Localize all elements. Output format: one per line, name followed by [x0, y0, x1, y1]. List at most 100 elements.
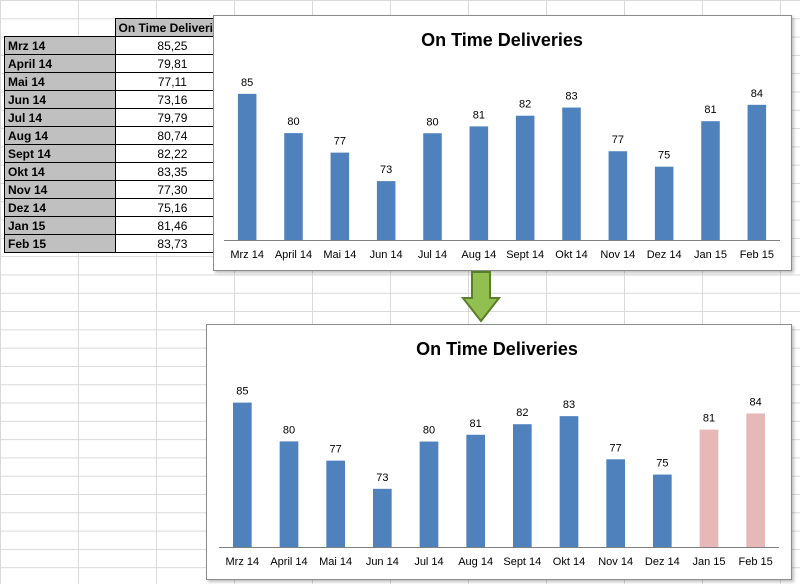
x-tick-label: Feb 15	[739, 556, 773, 568]
data-label: 77	[612, 134, 624, 146]
x-tick-label: Jun 14	[370, 249, 403, 261]
row-value-cell[interactable]: 83,73	[114, 234, 231, 253]
data-label: 77	[334, 136, 346, 148]
x-tick-label: Aug 14	[458, 556, 493, 568]
chart-highlighted-svg: On Time Deliveries 85 Mrz 14 80 April 14 77 Ma…	[219, 339, 779, 568]
data-label: 81	[704, 104, 716, 116]
bar[interactable]	[466, 434, 485, 547]
row-label-cell[interactable]: Sept 14	[4, 144, 116, 163]
x-tick-label: Jan 15	[694, 249, 727, 261]
x-tick-label: Mai 14	[319, 556, 352, 568]
table-row: Okt 14 83,35	[4, 162, 231, 181]
x-tick-label: Nov 14	[600, 249, 635, 261]
bar[interactable]	[330, 152, 350, 240]
table-corner-cell[interactable]	[5, 19, 116, 37]
bar[interactable]	[373, 488, 392, 547]
data-label: 85	[236, 386, 248, 398]
data-label: 77	[330, 444, 342, 456]
chart-title: On Time Deliveries	[416, 339, 578, 359]
row-label-cell[interactable]: Jul 14	[4, 108, 116, 127]
x-tick-label: Jun 14	[366, 556, 399, 568]
bar[interactable]	[608, 151, 628, 240]
x-tick-label: April 14	[270, 556, 307, 568]
data-label: 80	[426, 116, 438, 128]
table-row: Jun 14 73,16	[4, 90, 231, 109]
x-tick-label: Jul 14	[414, 556, 443, 568]
bar[interactable]	[423, 133, 442, 240]
data-label: 84	[750, 396, 762, 408]
x-tick-label: Sept 14	[506, 249, 544, 261]
table-row: Sept 14 82,22	[4, 144, 231, 163]
bar[interactable]	[559, 416, 579, 547]
table-row: Mai 14 77,11	[4, 72, 231, 91]
row-value-cell[interactable]: 79,79	[114, 108, 231, 127]
row-value-cell[interactable]: 79,81	[114, 54, 231, 73]
chart-title: On Time Deliveries	[421, 30, 583, 50]
table-row: Nov 14 77,30	[4, 180, 231, 199]
row-label-cell[interactable]: Mai 14	[4, 72, 116, 91]
row-label-cell[interactable]: Okt 14	[4, 162, 116, 181]
row-value-cell[interactable]: 73,16	[114, 90, 231, 109]
data-label: 75	[656, 458, 668, 470]
table-row: Dez 14 75,16	[4, 198, 231, 217]
down-arrow-icon	[461, 271, 501, 323]
x-tick-label: Okt 14	[555, 249, 587, 261]
table-row: Jan 15 81,46	[4, 216, 231, 235]
bar[interactable]	[654, 166, 674, 240]
chart-highlighted[interactable]: On Time Deliveries 85 Mrz 14 80 April 14 77 Ma…	[206, 324, 792, 580]
x-tick-label: Jan 15	[692, 556, 725, 568]
x-tick-label: Dez 14	[645, 556, 680, 568]
data-label: 85	[241, 77, 253, 89]
row-label-cell[interactable]: Nov 14	[4, 180, 116, 199]
bar[interactable]	[326, 460, 345, 547]
x-tick-label: Feb 15	[740, 249, 774, 261]
bar[interactable]	[513, 424, 532, 547]
row-label-cell[interactable]: Dez 14	[4, 198, 116, 217]
bar[interactable]	[279, 441, 299, 547]
row-label-cell[interactable]: Jan 15	[4, 216, 116, 235]
bar[interactable]	[515, 115, 535, 240]
data-label: 80	[283, 424, 295, 436]
bar[interactable]	[237, 93, 257, 240]
row-label-cell[interactable]: Mrz 14	[4, 36, 116, 55]
data-label: 80	[287, 116, 299, 128]
row-value-cell[interactable]: 83,35	[114, 162, 231, 181]
row-label-cell[interactable]: Feb 15	[4, 234, 116, 253]
row-value-cell[interactable]: 75,16	[114, 198, 231, 217]
bar[interactable]	[562, 107, 581, 240]
bar[interactable]	[376, 181, 396, 240]
x-tick-label: Mrz 14	[230, 249, 264, 261]
bar[interactable]	[606, 459, 625, 547]
bar[interactable]	[653, 474, 672, 547]
data-label: 83	[563, 399, 575, 411]
table-row: Mrz 14 85,25	[4, 36, 231, 55]
data-label: 73	[376, 472, 388, 484]
bar[interactable]	[284, 133, 303, 240]
x-tick-label: Okt 14	[553, 556, 585, 568]
bar[interactable]	[469, 126, 489, 240]
chart-original[interactable]: On Time Deliveries 85 Mrz 14 80 April 14 77 Ma…	[213, 15, 792, 271]
bar[interactable]	[699, 429, 719, 547]
data-label: 84	[751, 88, 763, 100]
row-value-cell[interactable]: 85,25	[114, 36, 231, 55]
data-label: 81	[470, 418, 482, 430]
data-label: 80	[423, 425, 435, 437]
bar[interactable]	[233, 402, 252, 547]
data-label: 77	[610, 442, 622, 454]
bar[interactable]	[747, 104, 767, 240]
bar[interactable]	[701, 121, 720, 240]
data-label: 82	[516, 407, 528, 419]
bar[interactable]	[746, 413, 765, 547]
row-label-cell[interactable]: Aug 14	[4, 126, 116, 145]
x-tick-label: Mrz 14	[226, 556, 260, 568]
table-header-on-time-deliveries[interactable]: On Time Deliveries	[114, 18, 231, 37]
x-tick-label: Sept 14	[503, 556, 541, 568]
row-label-cell[interactable]: Jun 14	[4, 90, 116, 109]
data-label: 73	[380, 164, 392, 176]
bar[interactable]	[419, 441, 439, 547]
table-row: Jul 14 79,79	[4, 108, 231, 127]
row-value-cell[interactable]: 80,74	[114, 126, 231, 145]
x-tick-label: April 14	[275, 249, 312, 261]
data-table: On Time Deliveries Mrz 14 85,25 April 14 79…	[4, 18, 231, 253]
row-label-cell[interactable]: April 14	[4, 54, 116, 73]
